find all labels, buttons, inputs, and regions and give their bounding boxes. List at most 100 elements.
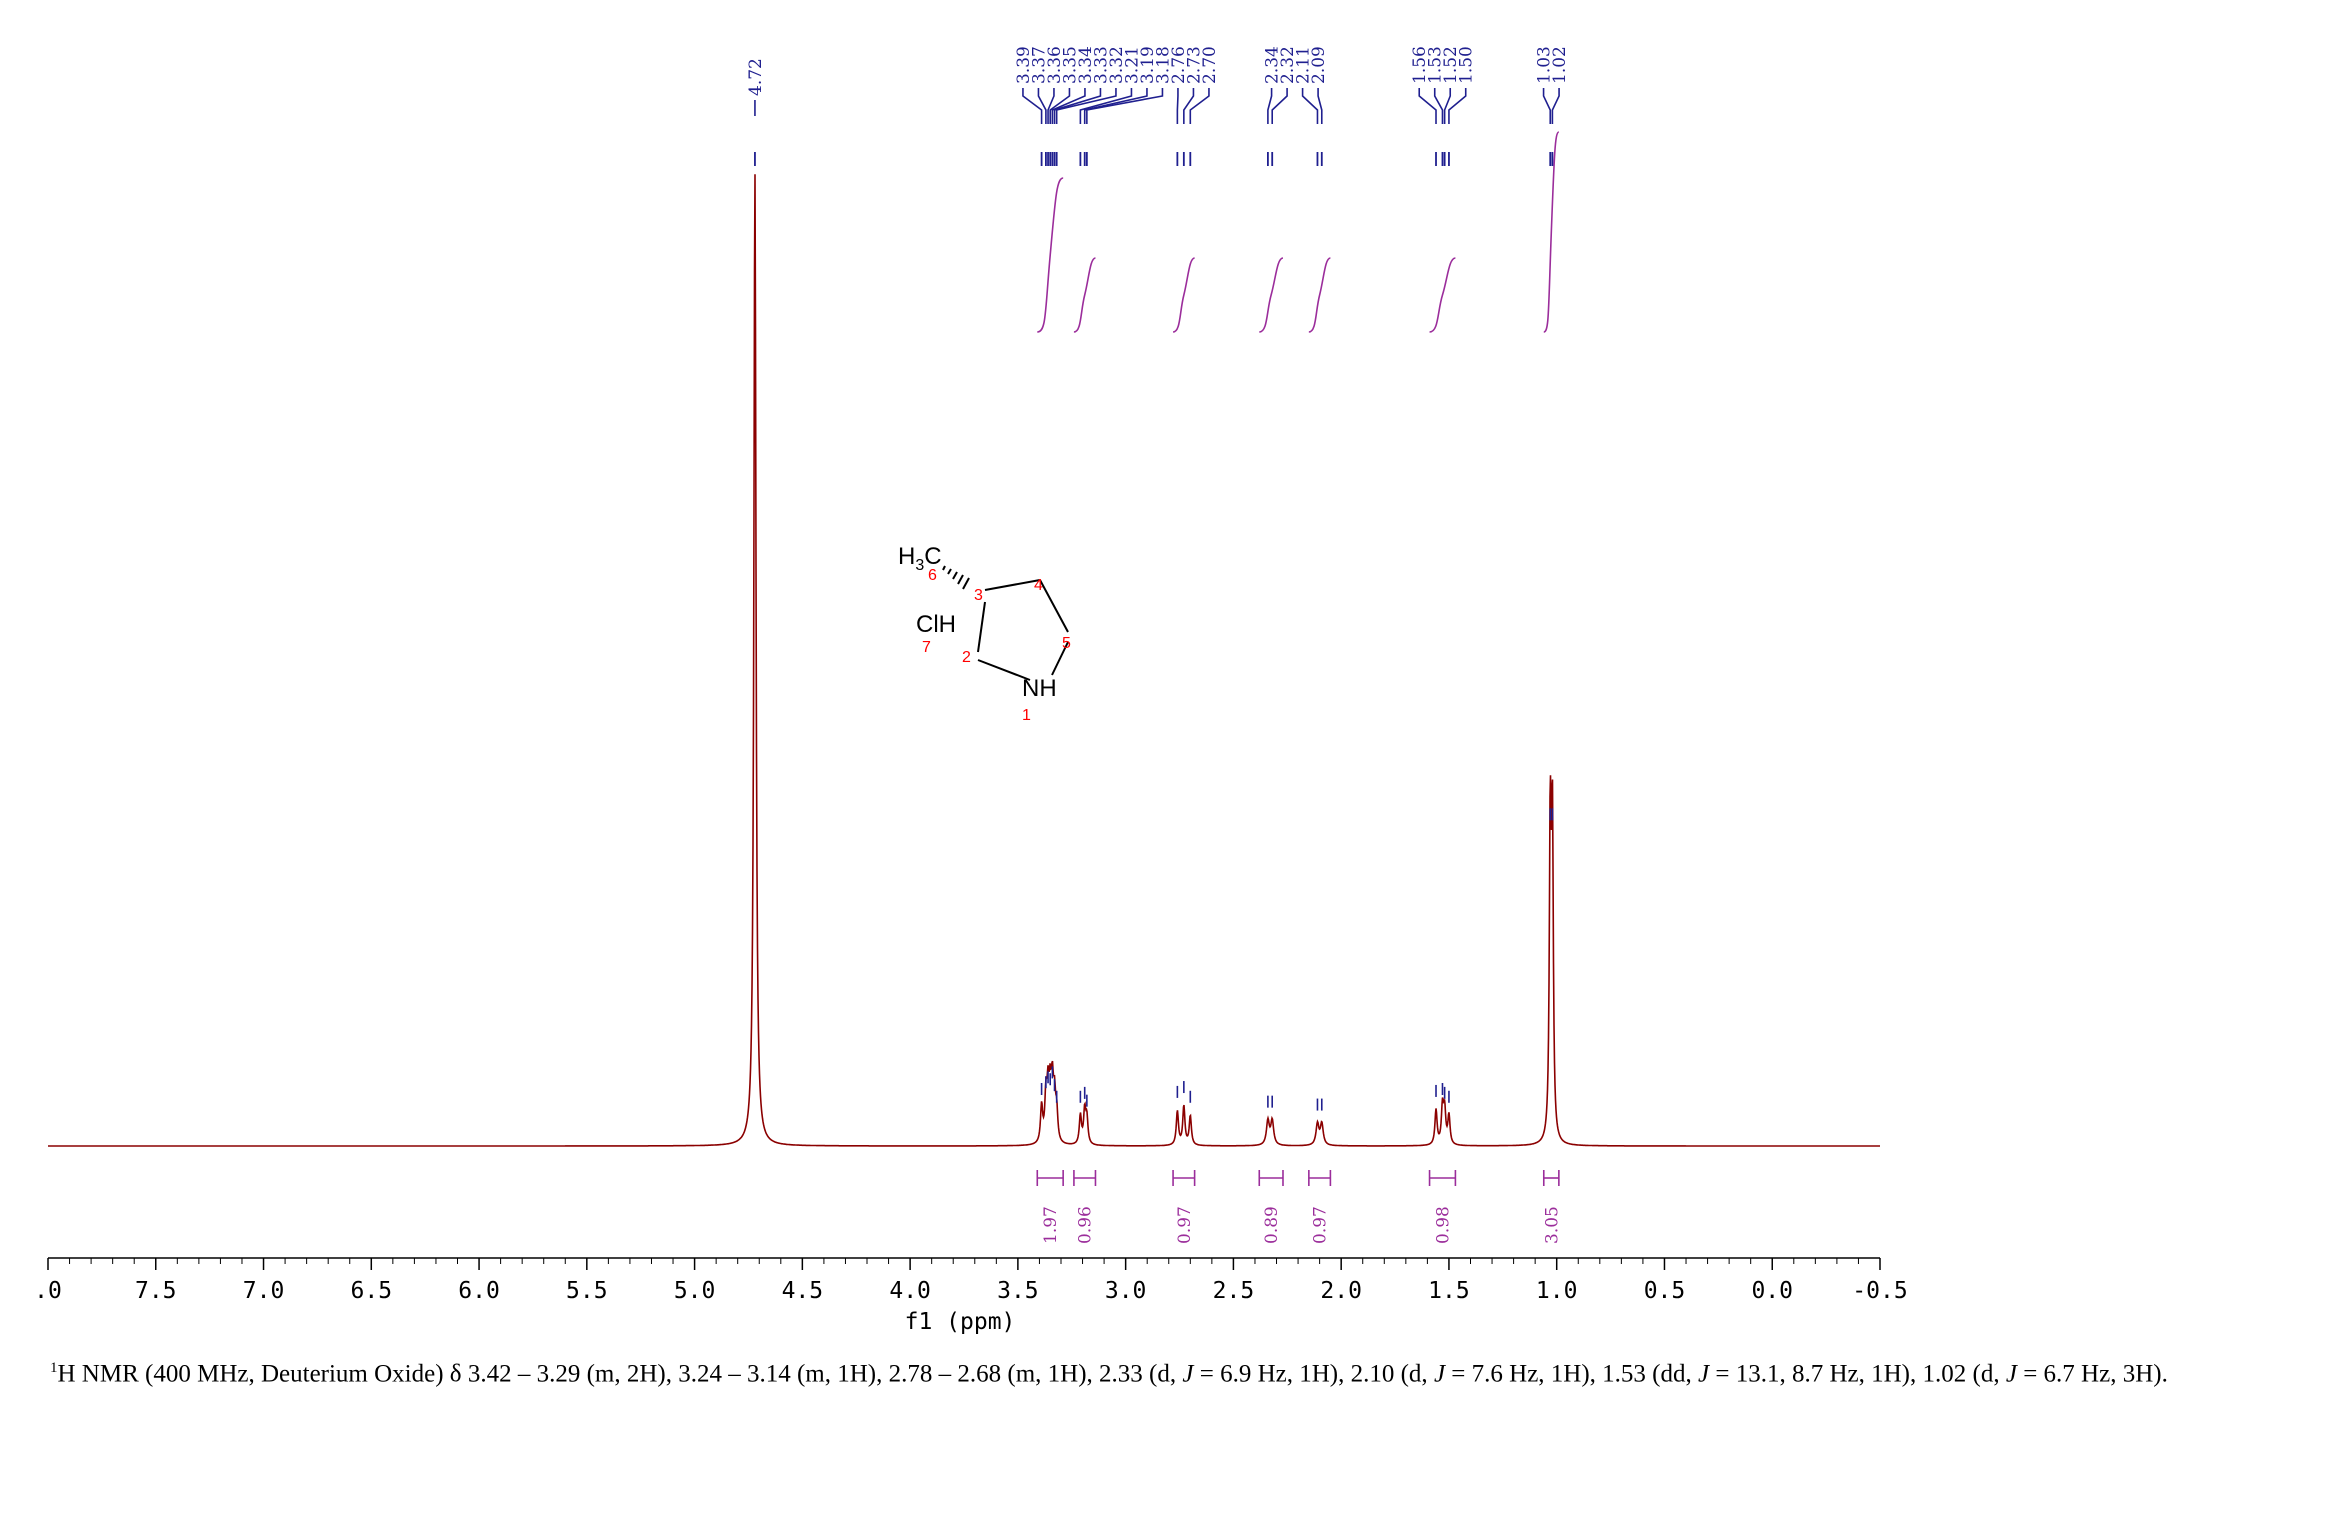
peak-label: 3.36 bbox=[1045, 46, 1065, 84]
x-tick-label: 2.5 bbox=[1213, 1278, 1255, 1304]
atom-number-1: 1 bbox=[1022, 707, 1031, 724]
peak-label-connector bbox=[1443, 88, 1452, 124]
caption-superscript: 1 bbox=[50, 1360, 58, 1376]
atom-number-7: 7 bbox=[922, 639, 931, 656]
integral-value: 0.97 bbox=[1175, 1206, 1195, 1244]
x-tick-label: 0.5 bbox=[1644, 1278, 1686, 1304]
peak-label: 4.72 bbox=[746, 58, 766, 96]
peak-label: 3.18 bbox=[1153, 46, 1173, 84]
nmr-caption: 1H NMR (400 MHz, Deuterium Oxide) δ 3.42… bbox=[50, 1352, 2290, 1390]
integral-curve bbox=[1308, 257, 1331, 333]
peak-label: 1.56 bbox=[1410, 46, 1430, 84]
peak-label-connector bbox=[1176, 88, 1179, 124]
integral-value: 3.05 bbox=[1542, 1206, 1562, 1244]
bond-4-5 bbox=[1039, 579, 1069, 633]
x-tick-label: 2.0 bbox=[1320, 1278, 1362, 1304]
peak-label: 1.02 bbox=[1550, 46, 1570, 84]
peak-labels: 4.72 3.393.373.363.353.343.333.323.213.19… bbox=[746, 46, 1570, 124]
caption-j-4: J bbox=[2005, 1360, 2017, 1388]
peak-label-connector bbox=[1051, 88, 1086, 124]
peak-label: 1.53 bbox=[1426, 46, 1446, 84]
peak-label: 2.70 bbox=[1200, 46, 1220, 84]
peak-label-connector bbox=[1317, 88, 1323, 124]
peak-label: 3.39 bbox=[1014, 46, 1034, 84]
caption-text-4: = 13.1, 8.7 Hz, 1H), 1.02 (d, bbox=[1709, 1360, 2006, 1388]
integral-curve bbox=[1172, 257, 1195, 333]
peak-label: 2.32 bbox=[1278, 46, 1298, 84]
peak-label: 1.52 bbox=[1441, 46, 1461, 84]
peak-label-connector bbox=[1448, 88, 1467, 124]
integral-value: 1.97 bbox=[1041, 1206, 1061, 1244]
peak-label-connector bbox=[1053, 88, 1102, 124]
peak-label-connector bbox=[1551, 88, 1560, 124]
x-tick-label: 7.0 bbox=[243, 1278, 285, 1304]
x-tick-label: 7.5 bbox=[135, 1278, 177, 1304]
peak-label: 2.76 bbox=[1169, 46, 1189, 84]
bond-2-3 bbox=[977, 601, 986, 653]
peak-label: 3.21 bbox=[1122, 46, 1142, 84]
integral-value: 0.89 bbox=[1262, 1206, 1282, 1244]
x-tick-label: -0.5 bbox=[1852, 1278, 1907, 1304]
x-tick-label: 1.5 bbox=[1428, 1278, 1470, 1304]
x-axis-label: f1 (ppm) bbox=[905, 1309, 1016, 1335]
peak-label-connector bbox=[1301, 88, 1319, 124]
bond-5-n bbox=[1051, 641, 1069, 676]
peak-label-connector bbox=[1183, 88, 1195, 124]
integral-curve bbox=[1073, 257, 1096, 333]
hashed-wedge-bond-5 bbox=[962, 577, 970, 590]
peak-label: 2.73 bbox=[1184, 46, 1204, 84]
peak-label-connector bbox=[1267, 88, 1273, 124]
salt-label: ClH bbox=[916, 611, 956, 638]
hashed-wedge-bond-2 bbox=[947, 568, 952, 575]
caption-text-2: = 6.9 Hz, 1H), 2.10 (d, bbox=[1193, 1360, 1434, 1388]
peak-label-connector bbox=[1022, 88, 1043, 124]
methyl-group-label: H3C bbox=[898, 543, 942, 574]
caption-text-3: = 7.6 Hz, 1H), 1.53 (dd, bbox=[1445, 1360, 1699, 1388]
x-tick-label: 0.0 bbox=[1751, 1278, 1793, 1304]
peak-label-connector bbox=[1055, 88, 1117, 124]
x-tick-label: 5.5 bbox=[566, 1278, 608, 1304]
x-tick-label: 3.5 bbox=[997, 1278, 1039, 1304]
x-tick-label: .0 bbox=[34, 1278, 62, 1304]
bond-2-n bbox=[977, 659, 1031, 681]
caption-j-3: J bbox=[1698, 1360, 1710, 1388]
x-tick-label: 3.0 bbox=[1105, 1278, 1147, 1304]
peak-label: 2.09 bbox=[1309, 46, 1329, 84]
caption-text-5: = 6.7 Hz, 3H). bbox=[2016, 1360, 2168, 1388]
peak-label-connector bbox=[1542, 88, 1552, 124]
peak-label-connector bbox=[1271, 88, 1288, 124]
peak-ticks bbox=[754, 152, 1554, 1111]
nh-label: NH bbox=[1022, 675, 1057, 702]
peak-label: 3.35 bbox=[1060, 46, 1080, 84]
peak-label: 3.32 bbox=[1107, 46, 1127, 84]
spectrum-line bbox=[48, 174, 1880, 1147]
x-tick-label: 4.0 bbox=[889, 1278, 931, 1304]
bond-3-4 bbox=[984, 579, 1041, 591]
peak-label-connector bbox=[1049, 88, 1071, 124]
x-tick-label: 5.0 bbox=[674, 1278, 716, 1304]
x-tick-label: 4.5 bbox=[782, 1278, 824, 1304]
peak-label: 1.03 bbox=[1535, 46, 1555, 84]
integral-brackets: 1.97 0.96 0.97 0.89 0.97 0.98 3.05 bbox=[1036, 1170, 1562, 1244]
peak-label-connector bbox=[1083, 88, 1148, 124]
atom-number-5: 5 bbox=[1062, 635, 1071, 652]
atom-number-4: 4 bbox=[1034, 577, 1043, 594]
x-tick-label: 6.0 bbox=[458, 1278, 500, 1304]
peak-label-connector bbox=[1047, 88, 1055, 124]
peak-label: 3.19 bbox=[1138, 46, 1158, 84]
peak-label: 3.37 bbox=[1029, 46, 1049, 84]
peak-label-connector bbox=[1037, 88, 1047, 124]
chemical-structure: H3C NH ClH 1 2 3 4 5 6 7 bbox=[898, 543, 1071, 724]
peak-label: 1.50 bbox=[1457, 46, 1477, 84]
integral-value: 0.98 bbox=[1433, 1206, 1453, 1244]
atom-number-6: 6 bbox=[928, 567, 937, 584]
x-tick-label: 6.5 bbox=[351, 1278, 393, 1304]
nmr-figure: 4.72 3.393.373.363.353.343.333.323.213.19… bbox=[34, 46, 1908, 1335]
x-tick-label: 1.0 bbox=[1536, 1278, 1578, 1304]
peak-label-connector bbox=[1079, 88, 1133, 124]
integral-curve bbox=[1037, 177, 1064, 333]
integral-curve bbox=[1429, 257, 1456, 333]
peak-label-connector bbox=[1433, 88, 1444, 124]
hashed-wedge-bond-4 bbox=[957, 574, 964, 585]
integral-curves bbox=[1037, 131, 1560, 333]
